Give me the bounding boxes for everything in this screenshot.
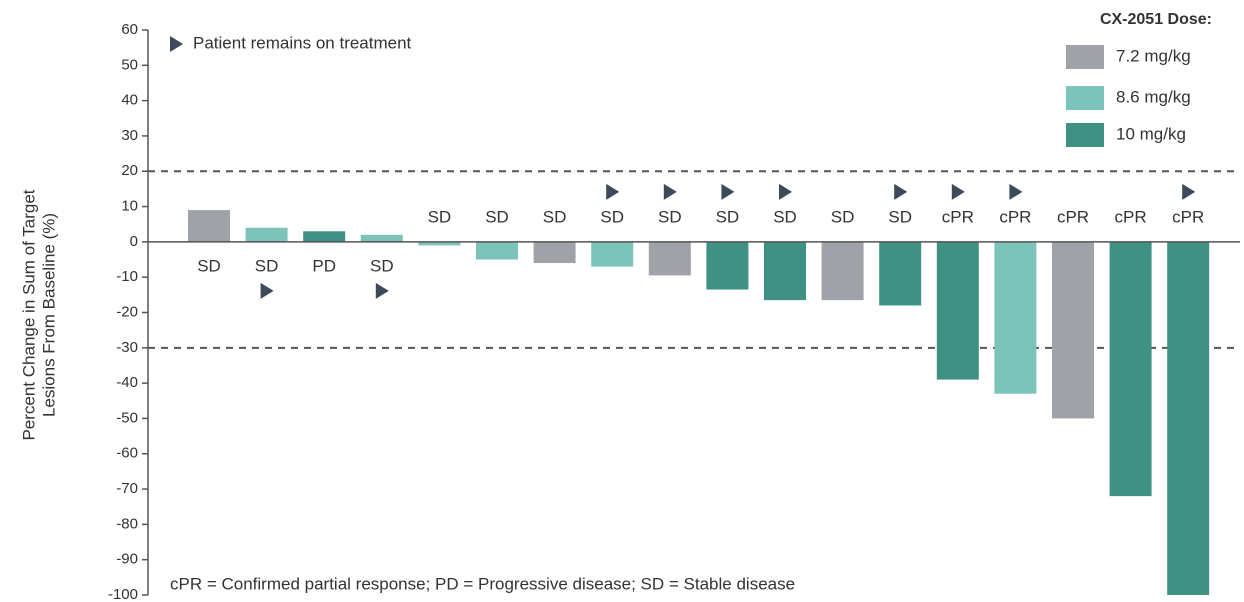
y-title-line: Percent Change in Sum of Target [19,189,38,440]
status-label: SD [716,207,740,226]
bar [879,241,922,306]
status-label: SD [888,207,912,226]
y-tick-label: 0 [130,233,138,250]
status-label: cPR [1115,207,1147,226]
bar [245,227,288,242]
bar [476,241,518,260]
status-label: cPR [1172,207,1204,226]
status-label: cPR [1057,207,1089,226]
y-tick-label: -30 [116,339,138,356]
bar [1052,241,1094,419]
treatment-marker [375,282,389,299]
status-label: SD [773,207,797,226]
treatment-marker [721,183,735,200]
bar [936,241,979,380]
y-title-line: Lesions From Baseline (%) [39,213,58,417]
status-label: SD [370,256,394,275]
legend-label: 10 mg/kg [1116,124,1186,143]
legend-title: CX-2051 Dose: [1100,11,1212,28]
status-label: PD [312,256,336,275]
treatment-marker [663,183,677,200]
y-tick-label: 10 [121,198,138,215]
bar [591,241,634,267]
status-label: SD [197,256,221,275]
legend-swatch [1066,123,1104,147]
status-label: SD [255,256,279,275]
treatment-marker [951,183,965,200]
y-title: Percent Change in Sum of Target Lesions … [19,189,58,440]
y-tick-label: 60 [121,21,138,38]
marker-note: Patient remains on treatment [193,33,412,52]
bar [994,241,1037,394]
legend-label: 7.2 mg/kg [1116,46,1191,65]
status-label: SD [658,207,682,226]
bar [1109,241,1152,497]
bar [648,241,691,276]
status-label: SD [485,207,509,226]
bar [360,234,403,242]
treatment-marker [260,282,274,299]
y-tick-label: -100 [108,586,138,602]
y-tick-label: -70 [116,480,138,497]
treatment-marker [606,183,620,200]
treatment-marker [1009,183,1023,200]
y-tick-label: -90 [116,551,138,568]
marker-key [170,36,183,52]
bar [1167,241,1210,595]
legend-swatch [1066,86,1104,110]
treatment-marker [779,183,792,200]
y-tick-label: -50 [116,409,138,426]
y-tick-label: -60 [116,445,138,462]
treatment-marker [1182,183,1196,200]
bar [188,210,230,242]
y-tick-label: -20 [116,303,138,320]
y-tick-label: 30 [121,127,138,144]
bar [706,241,749,290]
bar [533,241,576,264]
status-label: cPR [942,207,974,226]
status-label: SD [831,207,855,226]
y-tick-label: -40 [116,374,138,391]
bar [764,241,806,301]
bar [303,231,346,242]
y-tick-label: -10 [116,268,138,285]
bar [418,241,461,246]
status-label: cPR [999,207,1031,226]
status-label: SD [428,207,452,226]
treatment-marker [894,183,908,200]
y-tick-label: 20 [121,162,138,179]
bar [821,241,864,301]
y-tick-label: -80 [116,515,138,532]
footnote: cPR = Confirmed partial response; PD = P… [170,574,795,593]
y-tick-label: 40 [121,92,138,109]
legend-swatch [1066,45,1104,69]
status-label: SD [543,207,567,226]
status-label: SD [600,207,624,226]
legend-label: 8.6 mg/kg [1116,87,1191,106]
y-tick-label: 50 [121,56,138,73]
